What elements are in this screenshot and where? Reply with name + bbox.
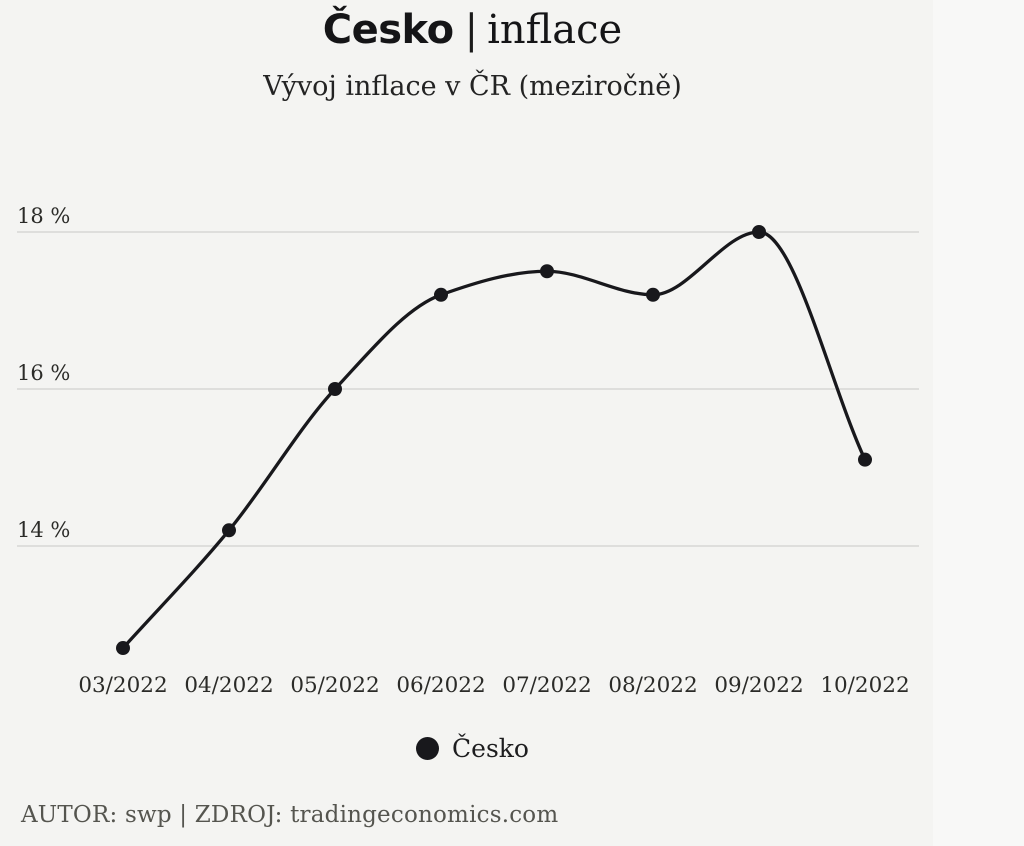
chart-header: Česko | inflace Vývoj inflace v ČR (meziro… — [0, 6, 945, 102]
x-tick-label: 04/2022 — [184, 673, 273, 698]
data-point-03/2022 — [116, 641, 130, 656]
line-chart-plot: 18 % 16 % 14 % 03/2022 04/2022 05/2022 06/2022… — [0, 180, 1024, 720]
data-point-08/2022 — [646, 287, 660, 302]
page-right-margin — [933, 0, 1024, 846]
data-point-10/2022 — [858, 452, 872, 467]
title-country: Česko — [322, 7, 454, 53]
y-tick-label: 14 % — [17, 518, 70, 542]
data-point-05/2022 — [328, 382, 342, 396]
legend-marker-dot — [416, 736, 440, 760]
x-tick-label: 06/2022 — [396, 673, 485, 698]
data-point-06/2022 — [434, 287, 448, 302]
legend-label: Česko — [452, 733, 529, 763]
chart-subtitle: Vývoj inflace v ČR (meziročně) — [263, 71, 682, 102]
series-line — [121, 230, 867, 650]
y-tick-label: 16 % — [17, 361, 70, 385]
chart-legend: Česko — [0, 730, 945, 766]
x-tick-label: 05/2022 — [290, 673, 379, 698]
source-credit: AUTOR: swp | ZDROJ: tradingeconomics.com — [21, 802, 559, 828]
data-point-07/2022 — [540, 264, 554, 279]
title-separator: | — [464, 7, 479, 53]
x-tick-label: 10/2022 — [820, 673, 909, 698]
data-point-04/2022 — [222, 523, 236, 538]
x-tick-label: 08/2022 — [608, 673, 697, 698]
title-topic: inflace — [487, 7, 623, 53]
page-title: Česko | inflace — [0, 6, 945, 54]
x-tick-label: 09/2022 — [714, 673, 803, 698]
x-tick-label: 07/2022 — [502, 673, 591, 698]
y-tick-label: 18 % — [17, 204, 70, 228]
x-tick-label: 03/2022 — [78, 673, 167, 698]
data-point-09/2022 — [752, 225, 766, 239]
